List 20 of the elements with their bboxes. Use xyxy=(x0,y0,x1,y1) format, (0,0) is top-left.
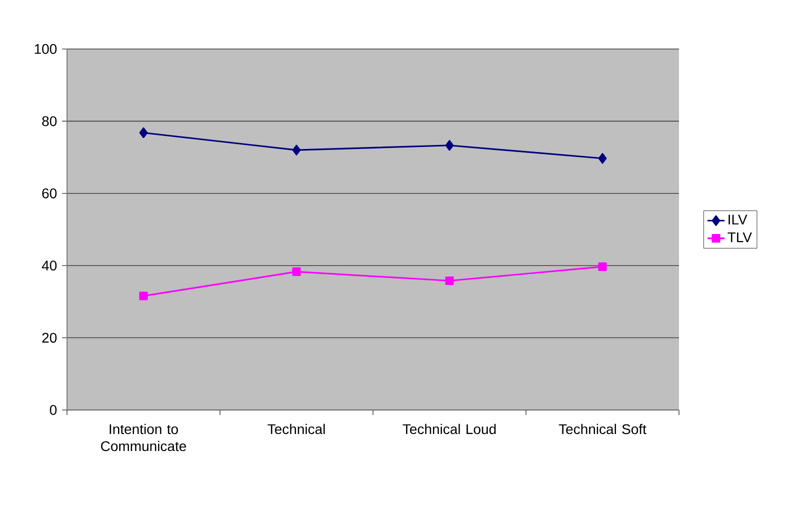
y-tick-label: 20 xyxy=(42,332,57,343)
point xyxy=(292,267,301,276)
point xyxy=(598,262,607,271)
x-tick-label: Technical Loud xyxy=(402,424,496,434)
point xyxy=(139,292,148,300)
y-tick-label: 100 xyxy=(34,44,57,54)
point xyxy=(292,144,301,156)
legend-label: TLV xyxy=(728,232,752,242)
point xyxy=(598,153,607,164)
point xyxy=(139,127,148,138)
point xyxy=(445,140,454,151)
point xyxy=(445,276,454,286)
x-tick-label: Technical xyxy=(268,424,325,434)
y-tick-label: 60 xyxy=(42,188,57,198)
legend-label: ILV xyxy=(728,214,748,224)
x-tick-label: Technical Soft xyxy=(558,424,646,434)
y-tick-label: 40 xyxy=(42,260,57,271)
y-tick-label: 0 xyxy=(50,405,57,415)
x-tick-label: Intention to Communicate xyxy=(101,424,186,452)
y-tick-label: 80 xyxy=(42,116,57,126)
